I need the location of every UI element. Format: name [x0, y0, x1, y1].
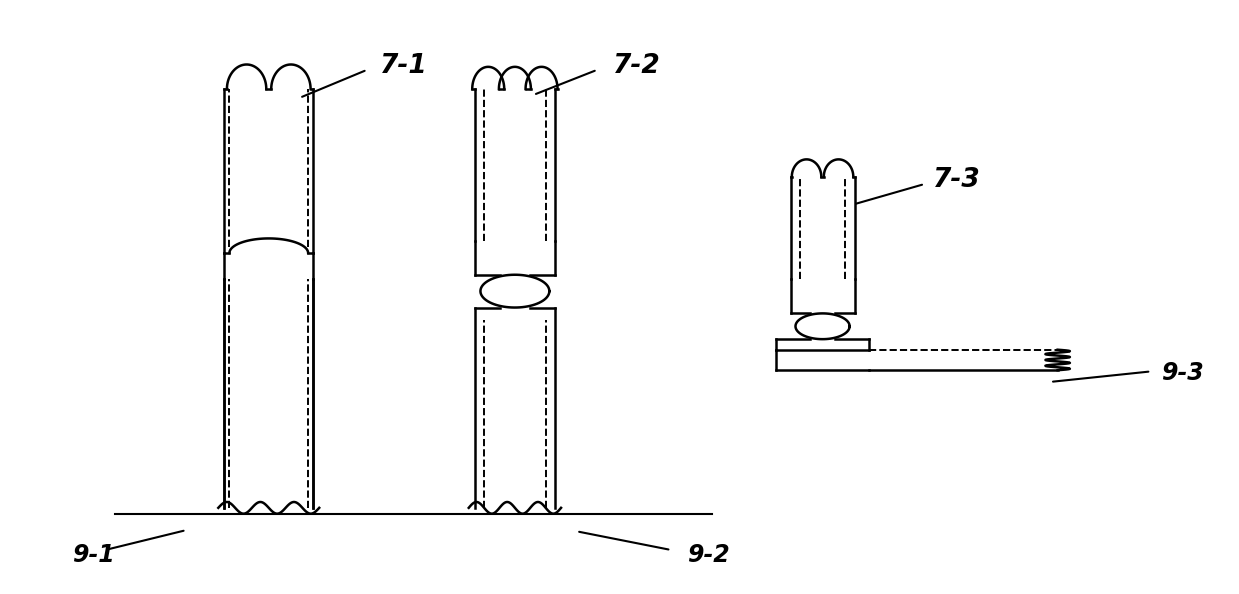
Text: 9-3: 9-3 — [1161, 361, 1204, 385]
Text: 9-1: 9-1 — [72, 543, 114, 567]
Text: 7-2: 7-2 — [613, 53, 662, 78]
Text: 7-3: 7-3 — [933, 167, 981, 193]
Text: 9-2: 9-2 — [688, 543, 730, 567]
Text: 7-1: 7-1 — [379, 53, 427, 78]
